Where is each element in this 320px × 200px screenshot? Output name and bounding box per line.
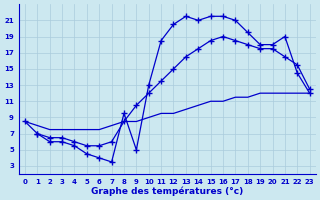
- X-axis label: Graphe des températures (°c): Graphe des températures (°c): [91, 186, 244, 196]
